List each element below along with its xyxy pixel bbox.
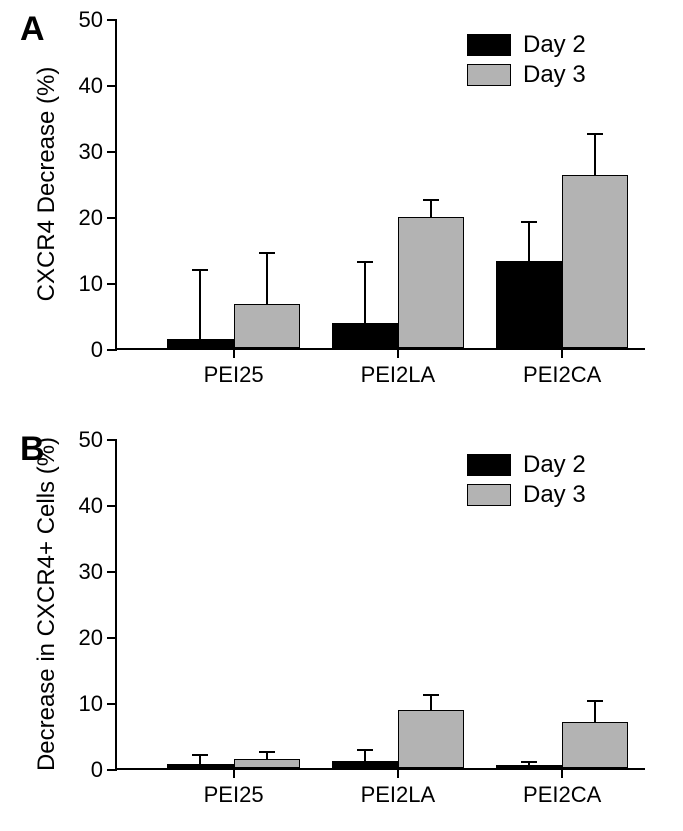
bar-day3 <box>234 759 300 768</box>
y-axis-label: Decrease in CXCR4+ Cells (%) <box>33 437 61 771</box>
bar-day2 <box>332 761 398 768</box>
y-tick <box>107 703 117 705</box>
y-tick <box>107 769 117 771</box>
y-tick-label: 20 <box>79 625 103 651</box>
legend: Day 2Day 3 <box>467 450 586 510</box>
y-tick-label: 30 <box>79 559 103 585</box>
x-tick <box>561 768 563 778</box>
panel-letter: B <box>20 430 45 469</box>
legend-label: Day 3 <box>523 481 586 509</box>
error-cap <box>259 751 275 753</box>
y-tick-label: 50 <box>79 427 103 453</box>
legend-label: Day 2 <box>523 451 586 479</box>
bar-day2 <box>167 764 233 768</box>
bar-day3 <box>562 722 628 768</box>
x-tick-label: PEI2CA <box>523 782 601 808</box>
error-bar <box>594 701 596 722</box>
y-tick-label: 40 <box>79 493 103 519</box>
error-cap <box>357 749 373 751</box>
legend-row: Day 3 <box>467 480 586 510</box>
legend-swatch-day2 <box>467 454 511 476</box>
error-bar <box>199 755 201 764</box>
bar-day2 <box>496 765 562 768</box>
bar-day3 <box>398 710 464 768</box>
error-cap <box>521 761 537 763</box>
panel-b: 0 10 20 30 40 50 Decrease in CXCR4+ Cells (%) P… <box>0 0 683 831</box>
error-cap <box>423 694 439 696</box>
error-bar <box>364 750 366 761</box>
y-tick-label: 0 <box>91 757 103 783</box>
plot-area-b: 01020304050Decrease in CXCR4+ Cells (%)P… <box>115 440 645 770</box>
error-cap <box>587 700 603 702</box>
legend-row: Day 2 <box>467 450 586 480</box>
y-tick <box>107 571 117 573</box>
y-tick-label: 10 <box>79 691 103 717</box>
error-cap <box>192 754 208 756</box>
x-tick <box>397 768 399 778</box>
x-tick-label: PEI25 <box>204 782 264 808</box>
y-tick <box>107 439 117 441</box>
y-tick <box>107 637 117 639</box>
error-bar <box>266 752 268 759</box>
x-tick-label: PEI2LA <box>361 782 436 808</box>
x-tick <box>233 768 235 778</box>
error-bar <box>430 695 432 710</box>
y-tick <box>107 505 117 507</box>
legend-swatch-day3 <box>467 484 511 506</box>
